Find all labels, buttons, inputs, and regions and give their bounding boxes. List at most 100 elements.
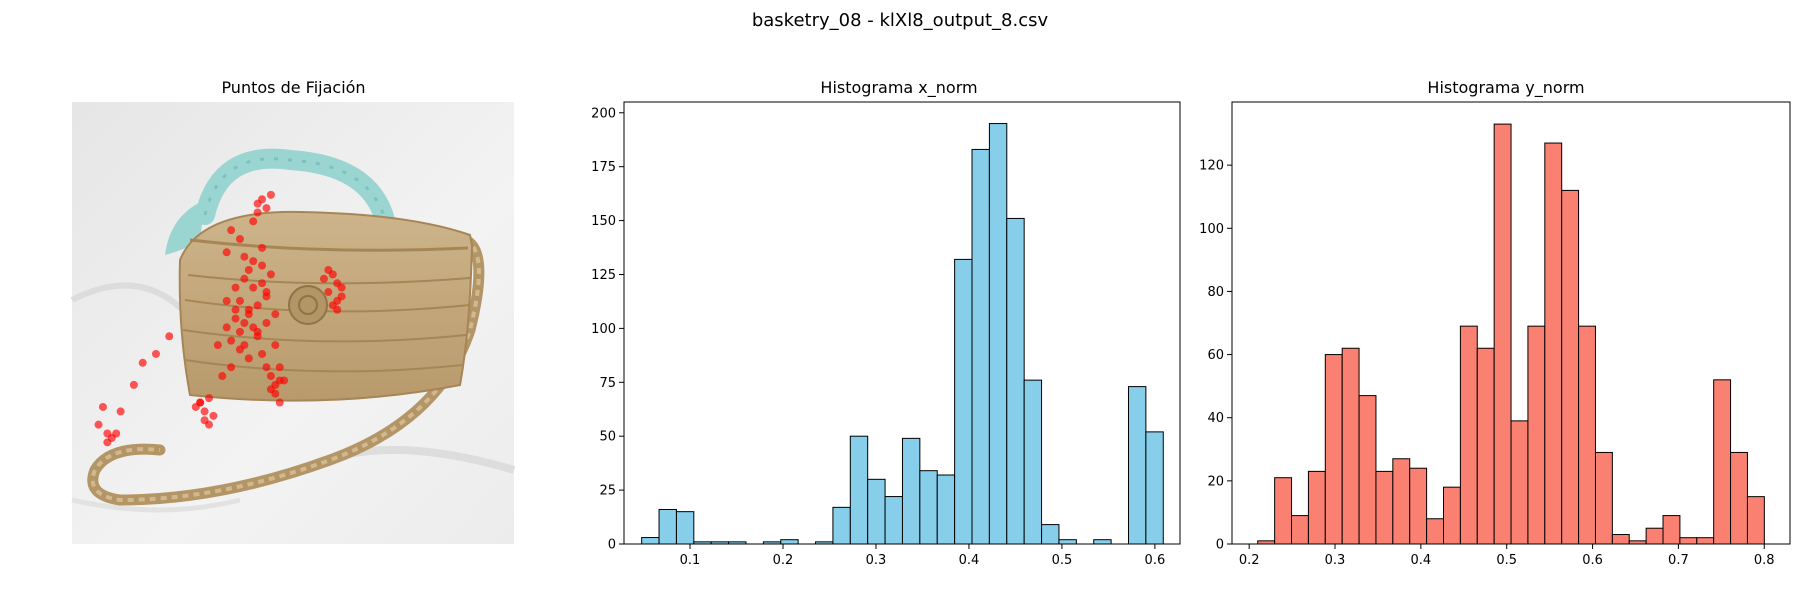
histogram-y-panel: Histograma y_norm 0.2 0.3 0.4 0.5 0.6 0.7 0.8 … [1199, 78, 1791, 568]
histogram-x-axes-frame [623, 101, 1181, 545]
fixation-point [324, 288, 333, 297]
histogram-x-yticks: 0 25 50 75 100 125 150 175 200 [591, 106, 624, 553]
histogram-bar [1527, 325, 1546, 545]
fixation-point [262, 288, 271, 297]
histogram-bar [1409, 467, 1428, 545]
histogram-bar [1645, 527, 1664, 545]
histogram-bar [1578, 325, 1596, 545]
histogram-y-yticks: 0 20 40 60 80 100 120 [1199, 159, 1232, 553]
histogram-bar [1145, 431, 1164, 545]
y-tick-label: 25 [599, 484, 616, 499]
fixation-point [98, 402, 107, 411]
histogram-x-bars [641, 123, 1164, 545]
fixation-point [222, 296, 231, 305]
histogram-bar [1375, 470, 1394, 545]
fixation-point [205, 420, 214, 429]
x-tick-label: 0.6 [1582, 553, 1603, 568]
histogram-bar [1006, 217, 1025, 545]
fixation-point [231, 305, 240, 314]
fixation-point [240, 319, 249, 327]
histogram-bar [1493, 123, 1512, 545]
y-tick-label: 200 [591, 106, 616, 121]
histogram-x-xticks: 0.1 0.2 0.3 0.4 0.5 0.6 [680, 544, 1165, 568]
y-tick-label: 120 [1199, 159, 1224, 174]
fixation-point [266, 190, 275, 199]
fixation-point [231, 283, 240, 292]
fixation-point [235, 327, 244, 336]
basket-photo [70, 102, 516, 544]
y-tick-label: 40 [1207, 411, 1224, 426]
y-tick-label: 0 [1216, 538, 1224, 553]
fixation-point [258, 279, 267, 288]
fixation-point [213, 341, 222, 350]
histogram-bar [901, 437, 921, 545]
y-tick-label: 50 [599, 430, 616, 445]
fixation-point [262, 319, 271, 327]
y-tick-label: 0 [608, 538, 616, 553]
figure-title: basketry_08 - klXl8_output_8.csv [752, 10, 1049, 31]
histogram-bar [1679, 537, 1698, 545]
fixation-point [244, 265, 253, 274]
histogram-bar [988, 123, 1008, 545]
fixation-point [244, 305, 253, 314]
histogram-bar [1324, 354, 1343, 545]
histogram-bar [1730, 451, 1748, 545]
fixation-point [249, 257, 258, 266]
histogram-bar [1023, 379, 1043, 545]
fixation-point [324, 265, 333, 274]
histogram-bar [919, 470, 938, 545]
histogram-y-title: Histograma y_norm [1427, 78, 1584, 98]
fixation-point [258, 261, 267, 270]
histogram-bar [1341, 347, 1360, 545]
fixation-point [231, 314, 240, 323]
x-tick-label: 0.1 [680, 553, 701, 568]
histogram-bar [832, 506, 851, 545]
x-tick-label: 0.3 [1325, 553, 1346, 568]
fixation-title: Puntos de Fijación [221, 78, 365, 97]
fixation-point [200, 407, 209, 416]
fixation-point [227, 363, 236, 372]
fixation-point [205, 394, 214, 403]
histogram-bar [1594, 451, 1613, 545]
fixation-point [319, 274, 328, 283]
x-tick-label: 0.5 [1496, 553, 1517, 568]
fixation-point [227, 336, 236, 345]
histogram-y-xticks: 0.2 0.3 0.4 0.5 0.6 0.7 0.8 [1239, 544, 1775, 568]
y-tick-label: 80 [1207, 285, 1224, 300]
histogram-bar [1093, 539, 1112, 545]
histogram-bar [1611, 534, 1630, 545]
histogram-bar [1696, 537, 1715, 545]
fixation-points [94, 190, 346, 447]
histogram-bar [1392, 458, 1411, 545]
x-tick-label: 0.4 [1411, 553, 1432, 568]
histogram-x-title: Histograma x_norm [820, 78, 977, 98]
fixation-point [258, 195, 267, 204]
histogram-bar [658, 509, 677, 545]
x-tick-label: 0.7 [1668, 553, 1689, 568]
fixation-point [253, 301, 262, 310]
histogram-bar [849, 435, 869, 545]
fixation-point [222, 323, 231, 332]
fixation-point [112, 429, 121, 438]
histogram-bar [936, 474, 956, 545]
y-tick-label: 125 [591, 268, 616, 283]
histogram-bar [867, 478, 886, 545]
fixation-point [258, 349, 267, 358]
histogram-bar [1662, 515, 1681, 545]
histogram-bar [1307, 470, 1326, 545]
histogram-bar [884, 496, 903, 545]
fixation-point [266, 372, 275, 381]
histogram-bar [954, 258, 973, 545]
fixation-point [337, 283, 346, 292]
fixation-point [129, 380, 138, 389]
histogram-bar [1442, 486, 1461, 545]
fixation-point [218, 372, 227, 381]
histogram-y-bars [1257, 123, 1765, 545]
fixation-point [275, 363, 284, 372]
y-tick-label: 175 [591, 160, 616, 175]
fixation-point [280, 376, 289, 385]
fixation-point [240, 252, 249, 261]
fixation-point [275, 398, 284, 407]
histogram-bar [675, 511, 695, 545]
